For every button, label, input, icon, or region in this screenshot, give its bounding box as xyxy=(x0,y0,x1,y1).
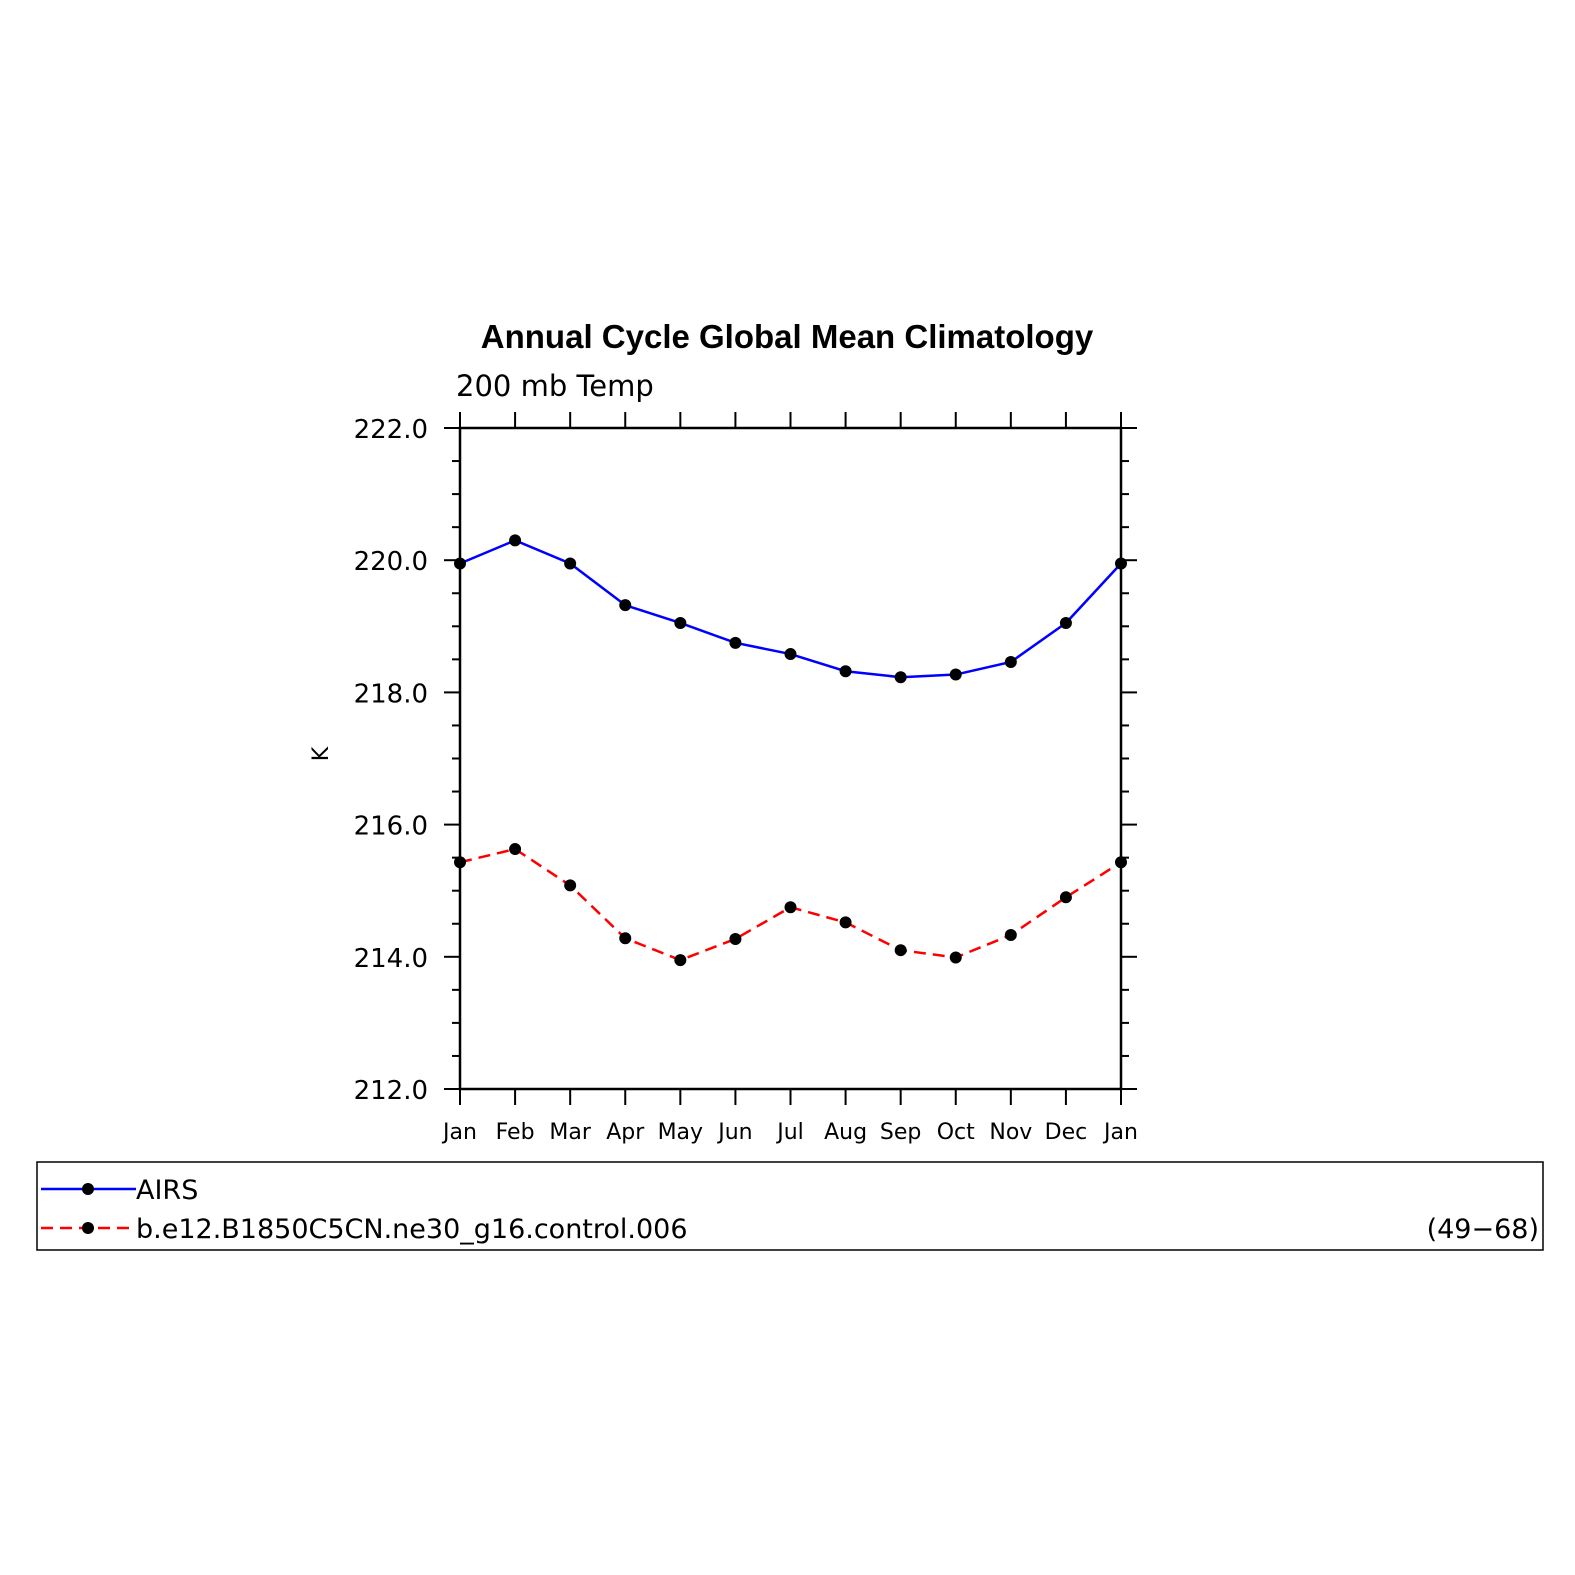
chart-title: Annual Cycle Global Mean Climatology xyxy=(481,318,1094,355)
series-1-point xyxy=(564,879,577,892)
x-tick-label: Mar xyxy=(549,1120,591,1145)
series-0-point xyxy=(729,636,742,649)
series-1-point xyxy=(784,901,797,914)
series-0-point xyxy=(1115,557,1127,570)
legend-label-model: b.e12.B1850C5CN.ne30_g16.control.006 xyxy=(136,1214,688,1245)
plot-border xyxy=(458,426,1123,1091)
y-axis-label: K xyxy=(309,746,334,761)
series-0-point xyxy=(509,534,522,547)
x-tick-label: Aug xyxy=(824,1120,867,1145)
series-0-point xyxy=(894,671,907,684)
series-1-point xyxy=(1115,856,1127,869)
series-1-point xyxy=(509,843,522,856)
plot-frame xyxy=(458,426,1123,1091)
x-axis: Jan Feb Mar Apr May Jun Jul Aug Sep Oct Nov Dec Jan xyxy=(441,412,1138,1145)
series-0-point xyxy=(784,648,797,661)
x-tick-label: Dec xyxy=(1045,1120,1088,1145)
x-tick-label: Feb xyxy=(496,1120,535,1145)
legend-marker-airs xyxy=(82,1183,94,1195)
y-tick-label: 212.0 xyxy=(354,1076,428,1106)
y-tick-label: 216.0 xyxy=(354,812,428,842)
series-1-point xyxy=(839,916,852,929)
series-1-point xyxy=(894,944,907,957)
series-0-point xyxy=(619,599,632,612)
series-0-point xyxy=(674,616,687,629)
y-tick-label: 214.0 xyxy=(354,944,428,974)
y-tick-label: 220.0 xyxy=(354,547,428,577)
legend: AIRS b.e12.B1850C5CN.ne30_g16.control.00… xyxy=(36,1161,1544,1251)
y-tick-label: 218.0 xyxy=(354,679,428,709)
series-1-point xyxy=(619,932,632,945)
y-tick-label: 222.0 xyxy=(354,415,428,445)
series-0-point xyxy=(1059,616,1072,629)
chart-subtitle: 200 mb Temp xyxy=(456,369,654,403)
series-1-point xyxy=(1004,928,1017,941)
series-layer xyxy=(454,534,1127,967)
x-tick-label: Jun xyxy=(716,1120,752,1145)
series-0-point xyxy=(454,557,466,570)
series-0-point xyxy=(949,668,962,681)
x-tick-label: Sep xyxy=(880,1120,921,1145)
series-1-point xyxy=(674,954,687,967)
legend-box xyxy=(36,1161,1544,1251)
legend-years-note: (49−68) xyxy=(1427,1214,1539,1245)
x-tick-label: Oct xyxy=(937,1120,975,1145)
x-tick-label: Jan xyxy=(441,1120,477,1145)
series-0-point xyxy=(564,557,577,570)
x-tick-label: Jul xyxy=(775,1120,804,1145)
series-1-point xyxy=(729,932,742,945)
x-tick-label: Nov xyxy=(989,1120,1032,1145)
series-0-point xyxy=(839,665,852,678)
legend-label-airs: AIRS xyxy=(136,1175,198,1206)
x-tick-label: Jan xyxy=(1102,1120,1138,1145)
x-tick-label: May xyxy=(658,1120,703,1145)
legend-marker-model xyxy=(82,1222,94,1234)
x-tick-label: Apr xyxy=(606,1120,645,1145)
series-0-point xyxy=(1004,655,1017,668)
series-1-point xyxy=(454,856,466,869)
series-1-point xyxy=(949,951,962,964)
y-axis: 212.0 214.0 216.0 218.0 220.0 222.0 xyxy=(354,415,1137,1106)
series-1-point xyxy=(1059,891,1072,904)
